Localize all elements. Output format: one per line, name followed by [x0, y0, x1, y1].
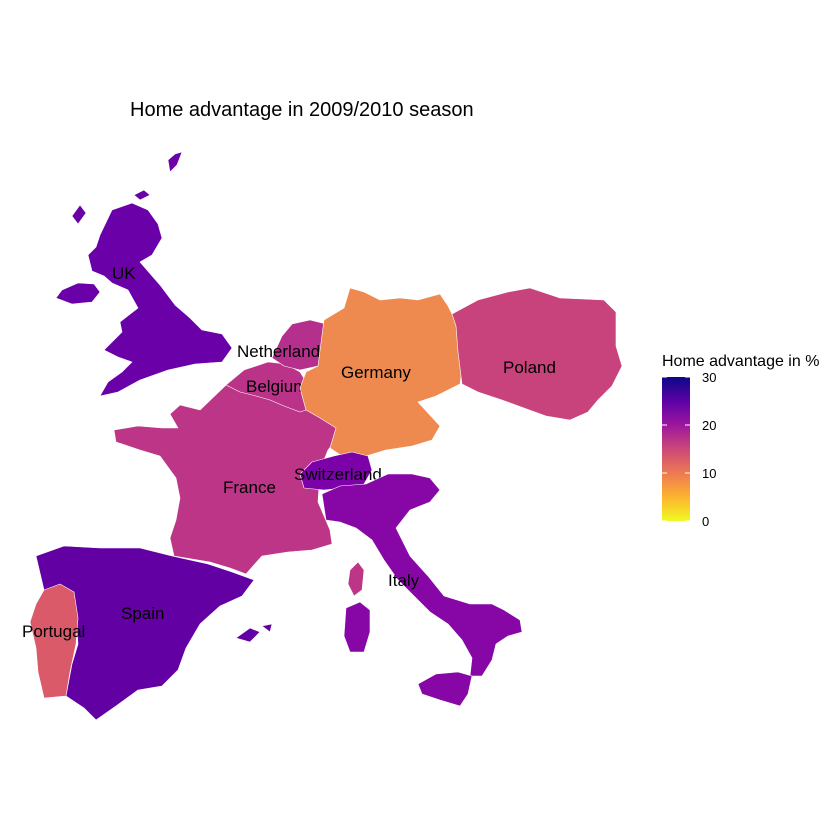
region-germany: Germany [299, 287, 463, 457]
uk-shape [87, 202, 233, 397]
label-germany: Germany [341, 363, 411, 382]
uk-island-shape [167, 151, 183, 173]
legend: Home advantage in % 30 20 10 0 [662, 353, 819, 529]
uk-island-shape [71, 204, 87, 225]
legend-tick-label: 20 [702, 418, 716, 433]
balearic-shape [235, 627, 261, 643]
switzerland-shape [299, 451, 373, 491]
corsica-shape [347, 561, 365, 597]
legend-tick-label: 10 [702, 466, 716, 481]
legend-title: Home advantage in % [662, 353, 819, 370]
label-netherlands: Netherlands [237, 342, 329, 361]
region-netherlands: Netherlands [237, 319, 329, 371]
legend-tick-label: 0 [702, 514, 709, 529]
region-portugal: Portugal [22, 583, 85, 699]
legend-ticks: 30 20 10 0 [662, 370, 716, 529]
spain-shape [35, 545, 255, 721]
northern-ireland-shape [55, 282, 101, 305]
region-uk: UK [55, 151, 233, 397]
legend-tick-label: 30 [702, 370, 716, 385]
label-portugal: Portugal [22, 622, 85, 641]
portugal-shape [29, 583, 79, 699]
region-spain: Spain [35, 545, 273, 721]
poland-shape [451, 287, 623, 421]
label-switzerland: Switzerland [294, 465, 382, 484]
label-spain: Spain [121, 604, 164, 623]
sicily-shape [417, 671, 473, 707]
label-uk: UK [112, 264, 136, 283]
label-poland: Poland [503, 358, 556, 377]
map-title: Home advantage in 2009/2010 season [130, 99, 474, 121]
region-italy: Italy [321, 473, 523, 707]
balearic-shape [261, 623, 273, 633]
label-italy: Italy [388, 571, 420, 590]
label-france: France [223, 478, 276, 497]
italy-shape [321, 473, 523, 677]
label-belgium: Belgium [246, 377, 307, 396]
legend-colorbar [662, 377, 690, 521]
sardinia-shape [343, 601, 371, 653]
region-poland: Poland [451, 287, 623, 421]
uk-island-shape [133, 189, 151, 201]
region-belgium: Belgium [225, 361, 313, 413]
region-switzerland: Switzerland [294, 451, 382, 491]
germany-shape [299, 287, 463, 457]
